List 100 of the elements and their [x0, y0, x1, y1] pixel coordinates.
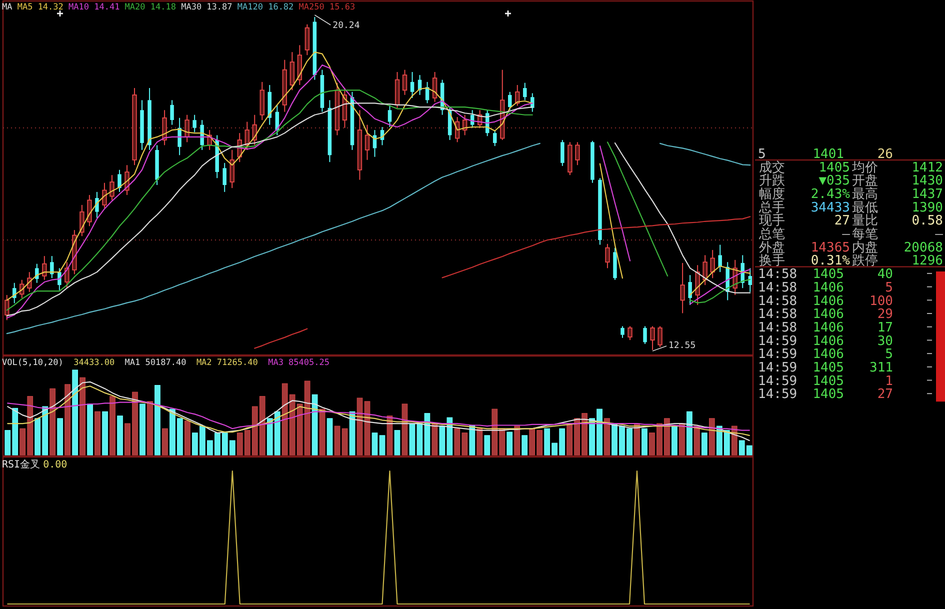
- text: MA120 16.82: [237, 2, 294, 12]
- candlestick: [304, 24, 310, 56]
- annotation: 20.24: [332, 21, 360, 31]
- candlestick: [110, 174, 114, 201]
- text: 1406: [812, 320, 844, 336]
- candlestick: [178, 117, 182, 156]
- text: MA2 71265.40: [196, 358, 258, 368]
- candlestick: [102, 182, 107, 208]
- candlestick: [523, 82, 527, 101]
- candlestick: [605, 243, 610, 269]
- text: 27: [877, 387, 893, 402]
- bar: [708, 418, 715, 456]
- candlestick: [710, 249, 715, 279]
- bar: [184, 420, 190, 456]
- text: 27: [834, 214, 850, 229]
- candlestick: [748, 268, 752, 292]
- bar: [326, 418, 333, 456]
- bar: [379, 435, 386, 456]
- candlestick: [718, 244, 722, 273]
- candlestick: [162, 110, 167, 146]
- candlestick: [508, 91, 512, 111]
- text: 1406: [812, 280, 844, 296]
- text: 14:59: [758, 334, 798, 349]
- text: 1: [885, 374, 893, 389]
- bar: [409, 423, 416, 456]
- bar: [50, 388, 56, 456]
- text: 换手: [759, 254, 785, 269]
- text: 内盘: [852, 240, 878, 256]
- text: 14:59: [758, 387, 798, 402]
- text: 幅度: [759, 186, 785, 202]
- bar: [356, 398, 363, 456]
- text: 1406: [812, 294, 844, 309]
- candlestick: [192, 114, 196, 133]
- candlestick: [575, 142, 580, 166]
- candlestick: [658, 326, 662, 348]
- text: 1412: [912, 160, 943, 176]
- bar: [110, 396, 116, 456]
- candlestick: [222, 162, 226, 192]
- chart-subtitle: 34433.00: [74, 358, 115, 368]
- candlestick: [35, 263, 39, 284]
- text: 20068: [904, 240, 943, 256]
- bar: [514, 426, 520, 456]
- bar: [394, 430, 400, 456]
- candlestick: [410, 71, 414, 98]
- bar: [147, 401, 153, 456]
- bar: [372, 432, 378, 456]
- text: 每笔: [852, 227, 878, 242]
- candlestick: [650, 326, 655, 350]
- text: 14:59: [758, 360, 798, 376]
- text: 1401: [812, 146, 844, 162]
- chart-title: VOL(5,10,20): [2, 358, 64, 368]
- text: 311: [870, 360, 893, 376]
- text: 14:58: [758, 280, 798, 296]
- bar: [642, 428, 648, 456]
- text: 1296: [912, 254, 943, 269]
- bar: [162, 428, 168, 456]
- text: 0.58: [912, 214, 943, 229]
- candlestick: [680, 262, 685, 314]
- bar: [80, 377, 86, 456]
- bar: [117, 416, 123, 456]
- text: MA30 13.87: [181, 2, 232, 12]
- bar: [686, 411, 692, 456]
- candlestick: [80, 204, 84, 237]
- text: 1405: [812, 387, 844, 402]
- text: —: [935, 227, 943, 242]
- text: 0.31%: [810, 254, 850, 269]
- text: 14:58: [758, 294, 798, 309]
- candlestick: [364, 124, 370, 160]
- text: MA5 14.32: [17, 2, 64, 12]
- candlestick: [58, 268, 62, 291]
- text: 14:59: [758, 347, 798, 362]
- bar: [694, 426, 700, 456]
- text: 1405: [812, 374, 844, 389]
- text: 均价: [852, 160, 878, 176]
- text: 40: [877, 267, 893, 282]
- text: 1405: [812, 360, 844, 376]
- candlestick: [184, 114, 190, 143]
- text: 1406: [812, 347, 844, 362]
- candlestick: [200, 120, 204, 150]
- text: MA250 15.63: [298, 2, 356, 12]
- bar: [334, 426, 340, 456]
- text: 34433: [810, 200, 850, 216]
- candlestick: [492, 130, 497, 147]
- candlestick: [432, 71, 438, 102]
- candlestick: [628, 326, 632, 341]
- text: MA20 14.18: [124, 2, 176, 12]
- candlestick: [695, 264, 700, 306]
- text: MA10 14.41: [68, 2, 120, 12]
- text: 1390: [912, 200, 943, 216]
- bar: [506, 432, 513, 456]
- candlestick: [87, 194, 92, 227]
- text: 跌停: [852, 254, 878, 269]
- text: 1406: [812, 334, 844, 349]
- text: 29: [877, 307, 893, 322]
- text: 14:58: [758, 307, 798, 322]
- bar: [342, 428, 348, 456]
- text: ▼035: [818, 174, 850, 189]
- bar: [312, 394, 318, 456]
- text: 14365: [810, 240, 850, 256]
- text: 30: [877, 334, 893, 349]
